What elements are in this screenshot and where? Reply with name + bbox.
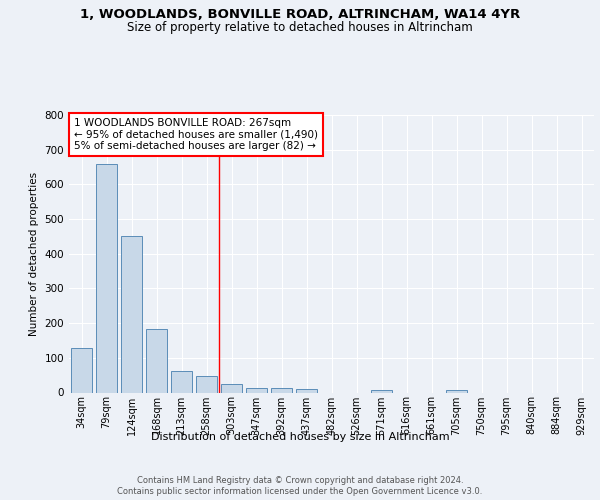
Y-axis label: Number of detached properties: Number of detached properties — [29, 172, 39, 336]
Bar — [96, 164, 117, 392]
Bar — [71, 348, 92, 393]
Bar — [296, 390, 317, 392]
Bar — [371, 390, 392, 392]
Bar — [246, 388, 267, 392]
Bar — [271, 388, 292, 392]
Text: 1, WOODLANDS, BONVILLE ROAD, ALTRINCHAM, WA14 4YR: 1, WOODLANDS, BONVILLE ROAD, ALTRINCHAM,… — [80, 8, 520, 20]
Text: 1 WOODLANDS BONVILLE ROAD: 267sqm
← 95% of detached houses are smaller (1,490)
5: 1 WOODLANDS BONVILLE ROAD: 267sqm ← 95% … — [74, 118, 318, 151]
Bar — [121, 236, 142, 392]
Bar — [446, 390, 467, 392]
Text: Contains public sector information licensed under the Open Government Licence v3: Contains public sector information licen… — [118, 487, 482, 496]
Bar — [146, 329, 167, 392]
Text: Contains HM Land Registry data © Crown copyright and database right 2024.: Contains HM Land Registry data © Crown c… — [137, 476, 463, 485]
Bar — [221, 384, 242, 392]
Text: Size of property relative to detached houses in Altrincham: Size of property relative to detached ho… — [127, 21, 473, 34]
Text: Distribution of detached houses by size in Altrincham: Distribution of detached houses by size … — [151, 432, 449, 442]
Bar — [196, 376, 217, 392]
Bar — [171, 370, 192, 392]
